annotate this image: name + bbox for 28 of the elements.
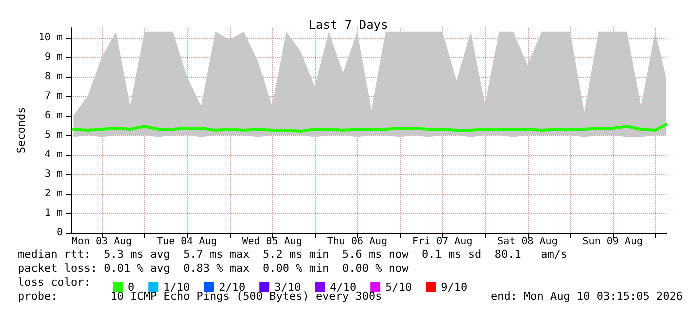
y-tick-label: 1 m (44, 208, 63, 219)
x-tick-label: Thu 06 Aug (327, 236, 388, 248)
y-tick-label: 5 m (44, 130, 63, 141)
y-tick-label: 4 m (44, 149, 63, 160)
text: end: Mon Aug 10 03:15:05 2026 (490, 290, 684, 303)
legend-label: 4/10 (330, 281, 357, 294)
x-tick-label: Fri 07 Aug (412, 236, 473, 248)
text: packet loss: 0.01 % avg 0.83 % max 0.00 % min 0.00 % now (18, 262, 410, 275)
legend-label: 9/10 (441, 281, 468, 294)
y-tick-label: 10 m (38, 32, 63, 44)
legend-title: loss color: (18, 276, 91, 289)
text: median rtt: 5.3 ms avg 5.7 ms max 5.2 ms min 5.6 ms now 0.1 ms sd 80.1 am/s (18, 248, 568, 261)
y-tick-label: 7 m (44, 90, 63, 102)
y-tick-label: 3 m (44, 168, 63, 180)
x-tick-label: Wed 05 Aug (242, 236, 302, 248)
y-tick-label: 9 m (44, 52, 63, 63)
y-tick-label: 8 m (44, 71, 63, 82)
legend-label: 5/10 (386, 281, 412, 294)
x-tick-label: Sun 09 Aug (582, 236, 644, 248)
line-series (72, 123, 668, 133)
y-tick-label: 0 (56, 228, 63, 238)
y-tick-label: 6 m (44, 110, 63, 122)
y-tick-label: 2 m (44, 188, 63, 200)
chart-title: Last 7 Days (308, 18, 388, 32)
x-tick-label: Sat 08 Aug (498, 236, 558, 248)
y-axis-title: Seconds (15, 107, 28, 154)
x-tick-label: Tue 04 Aug (157, 236, 218, 248)
x-tick-label: Mon 03 Aug (72, 236, 132, 248)
